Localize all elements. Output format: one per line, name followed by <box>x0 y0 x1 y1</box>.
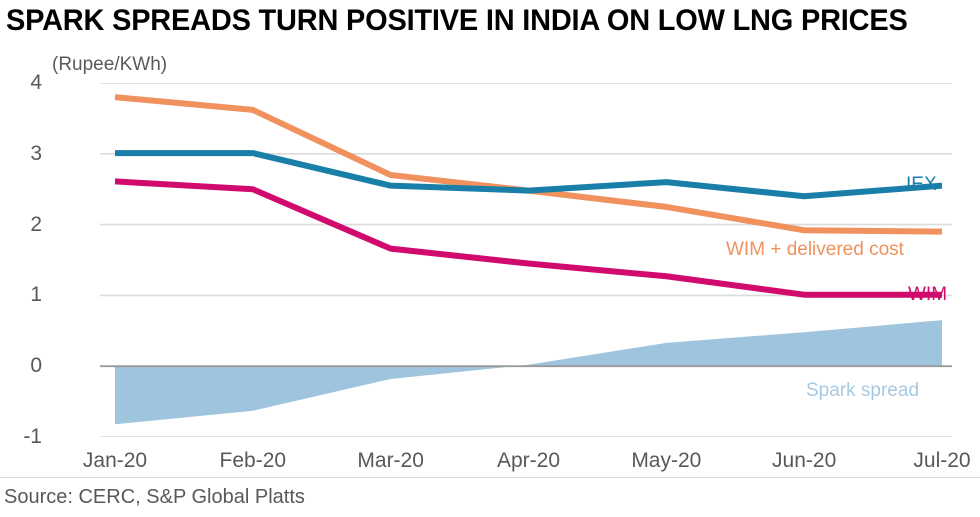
x-tick-label: May-20 <box>631 449 702 472</box>
y-tick-label: 2 <box>30 212 42 236</box>
plot-area <box>48 83 952 437</box>
x-tick-label: Mar-20 <box>357 449 424 472</box>
y-tick-label: -1 <box>23 425 42 448</box>
x-tick-label: Jun-20 <box>772 449 837 472</box>
series-label-spark-spread: Spark spread <box>806 380 920 401</box>
y-tick-label: 0 <box>30 354 42 378</box>
x-tick-label: Apr-20 <box>496 449 561 472</box>
y-axis-unit-label: (Rupee/KWh) <box>52 54 168 75</box>
chart-svg <box>100 83 952 437</box>
series-label-wim-delivered-cost: WIM + delivered cost <box>726 239 904 260</box>
y-tick-label: 1 <box>30 283 42 307</box>
series-label-wim: WIM <box>908 284 948 305</box>
x-tick-label: Feb-20 <box>219 449 287 472</box>
y-tick-label: 3 <box>30 141 42 165</box>
x-tick-label: Jul-20 <box>913 449 971 472</box>
x-tick-label: Jan-20 <box>82 449 148 472</box>
footer-divider <box>0 477 980 478</box>
series-lines <box>114 94 943 298</box>
spark-spread-area <box>115 320 942 425</box>
y-tick-label: 4 <box>30 71 42 94</box>
series-label-iex: IEX <box>906 174 937 195</box>
page-title: SPARK SPREADS TURN POSITIVE IN INDIA ON … <box>6 4 908 37</box>
source-note: Source: CERC, S&P Global Platts <box>4 486 305 508</box>
